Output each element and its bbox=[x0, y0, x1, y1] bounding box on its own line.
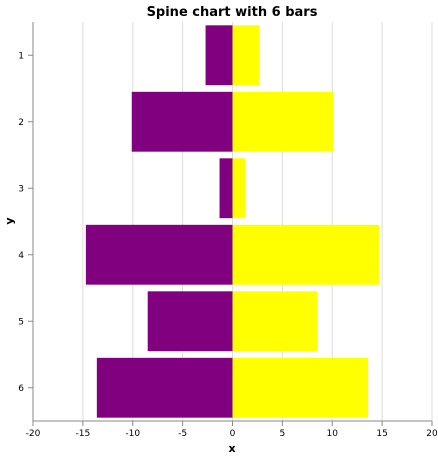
bar-negative-1 bbox=[205, 25, 233, 86]
x-tick-label: -15 bbox=[76, 429, 91, 439]
y-tick-label: 4 bbox=[18, 251, 24, 261]
x-tick-label: 5 bbox=[280, 429, 286, 439]
x-tick-label: -5 bbox=[178, 429, 187, 439]
x-tick-label: 0 bbox=[230, 429, 236, 439]
bar-positive-3 bbox=[232, 158, 246, 219]
x-tick-label: 15 bbox=[376, 429, 387, 439]
grid-layer bbox=[32, 22, 433, 421]
x-tick-label: 20 bbox=[426, 429, 438, 439]
bar-negative-6 bbox=[96, 357, 233, 418]
bar-layer bbox=[85, 25, 380, 418]
x-tick-label: -20 bbox=[26, 429, 41, 439]
y-tick-label: 3 bbox=[18, 184, 24, 194]
bar-positive-2 bbox=[232, 91, 334, 152]
y-tick-label: 5 bbox=[18, 317, 24, 327]
axis-layer: -20 -15 -10 -5 0 5 10 15 20 1 2 3 4 5 6 bbox=[18, 22, 438, 439]
y-tick-label: 6 bbox=[18, 384, 24, 394]
y-axis-title: y bbox=[3, 217, 16, 224]
bar-positive-4 bbox=[232, 224, 380, 285]
y-tick-label: 1 bbox=[18, 51, 24, 61]
bar-positive-1 bbox=[232, 25, 260, 86]
bar-negative-4 bbox=[85, 224, 233, 285]
bar-negative-3 bbox=[219, 158, 233, 219]
chart-title: Spine chart with 6 bars bbox=[147, 5, 318, 20]
bar-positive-5 bbox=[232, 291, 318, 352]
y-tick-label: 2 bbox=[18, 118, 24, 128]
bar-positive-6 bbox=[232, 357, 369, 418]
bar-negative-2 bbox=[131, 91, 233, 152]
bar-negative-5 bbox=[147, 291, 233, 352]
x-axis-title: x bbox=[228, 442, 235, 455]
x-tick-label: -10 bbox=[125, 429, 140, 439]
x-tick-label: 10 bbox=[327, 429, 339, 439]
